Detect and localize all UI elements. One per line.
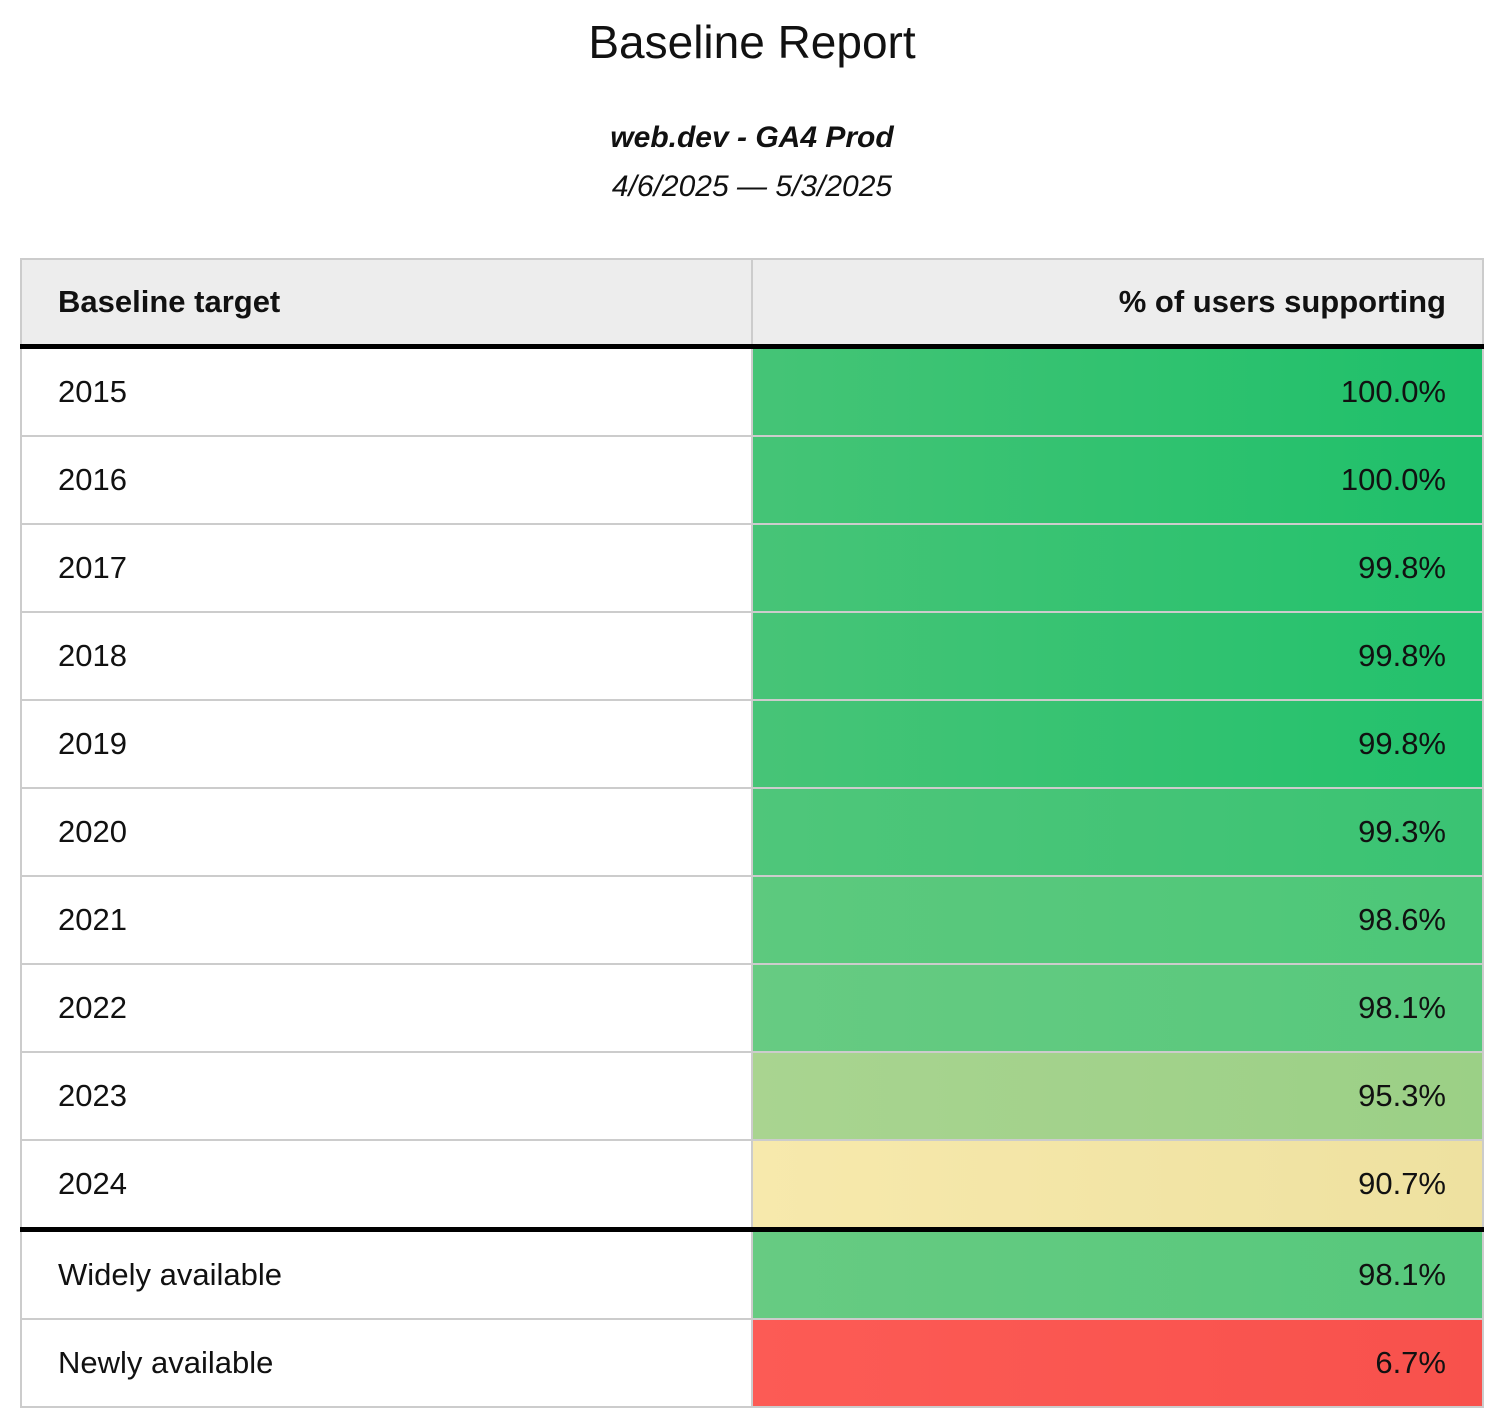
target-cell: 2021	[20, 874, 753, 965]
table-row: 2022 98.1%	[20, 962, 1484, 1053]
value-cell: 6.7%	[751, 1317, 1484, 1408]
table-body: 2015 100.0% 2016 100.0% 2017 99.8% 2018 …	[20, 345, 1484, 1408]
value-cell: 99.8%	[751, 698, 1484, 789]
table-row: 2020 99.3%	[20, 786, 1484, 877]
target-cell: 2016	[20, 434, 753, 525]
column-header-target: Baseline target	[20, 257, 753, 349]
header-row: Baseline target % of users supporting	[20, 257, 1484, 349]
value-cell: 99.3%	[751, 786, 1484, 877]
table-row: Newly available 6.7%	[20, 1317, 1484, 1408]
table-row: 2018 99.8%	[20, 610, 1484, 701]
target-cell: Newly available	[20, 1317, 753, 1408]
table-row: 2021 98.6%	[20, 874, 1484, 965]
table-row: 2016 100.0%	[20, 434, 1484, 525]
value-cell: 90.7%	[751, 1138, 1484, 1231]
value-cell: 99.8%	[751, 522, 1484, 613]
table-row: 2017 99.8%	[20, 522, 1484, 613]
target-cell: 2015	[20, 345, 753, 437]
table-row: 2023 95.3%	[20, 1050, 1484, 1141]
baseline-table: Baseline target % of users supporting 20…	[20, 257, 1484, 1408]
value-cell: 100.0%	[751, 434, 1484, 525]
target-cell: 2020	[20, 786, 753, 877]
value-cell: 98.1%	[751, 1226, 1484, 1320]
target-cell: 2017	[20, 522, 753, 613]
value-cell: 99.8%	[751, 610, 1484, 701]
value-cell: 100.0%	[751, 345, 1484, 437]
table-row: 2015 100.0%	[20, 345, 1484, 437]
value-cell: 98.6%	[751, 874, 1484, 965]
table-row: 2019 99.8%	[20, 698, 1484, 789]
target-cell: Widely available	[20, 1226, 753, 1320]
table-header: Baseline target % of users supporting	[20, 257, 1484, 349]
column-header-percent: % of users supporting	[751, 257, 1484, 349]
table-row: Widely available 98.1%	[20, 1226, 1484, 1320]
target-cell: 2022	[20, 962, 753, 1053]
table-row: 2024 90.7%	[20, 1138, 1484, 1231]
value-cell: 95.3%	[751, 1050, 1484, 1141]
target-cell: 2024	[20, 1138, 753, 1231]
target-cell: 2019	[20, 698, 753, 789]
report-date-range: 4/6/2025 — 5/3/2025	[611, 170, 893, 204]
report-subtitle: web.dev - GA4 Prod	[610, 120, 894, 154]
value-cell: 98.1%	[751, 962, 1484, 1053]
page-title: Baseline Report	[588, 16, 916, 68]
target-cell: 2018	[20, 610, 753, 701]
target-cell: 2023	[20, 1050, 753, 1141]
